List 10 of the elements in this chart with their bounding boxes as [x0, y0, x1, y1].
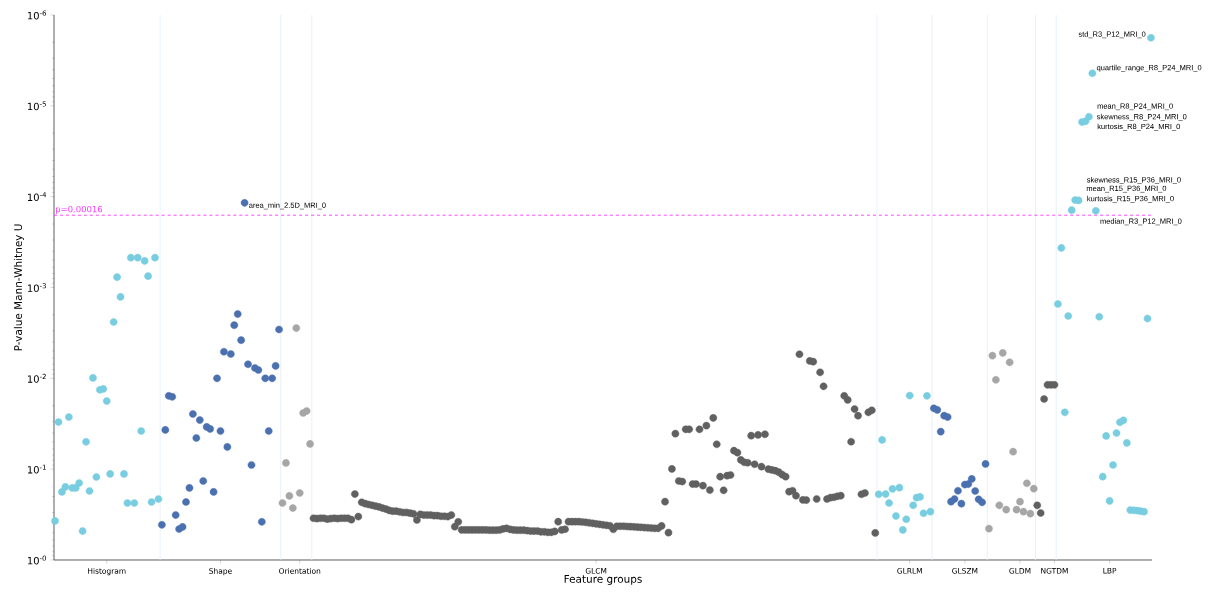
- y-tick-label: 10$^{-6}$: [27, 10, 47, 20]
- y-tick-label: 10$^{-2}$: [27, 373, 46, 383]
- ref-line-label: p=0.00016: [55, 205, 103, 214]
- x-axis-title: Feature groups: [564, 575, 642, 585]
- y-tick-label: 10$^{-4}$: [27, 192, 47, 202]
- y-tick-label: 10$^{-3}$: [27, 283, 46, 292]
- y-tick-label: 10$^{-1}$: [27, 464, 46, 474]
- y-tick-label: 10$^{-0}$: [27, 555, 47, 565]
- y-tick-label: 10$^{-5}$: [27, 101, 46, 111]
- y-axis-title: P-value Mann-Whitney U: [13, 224, 25, 351]
